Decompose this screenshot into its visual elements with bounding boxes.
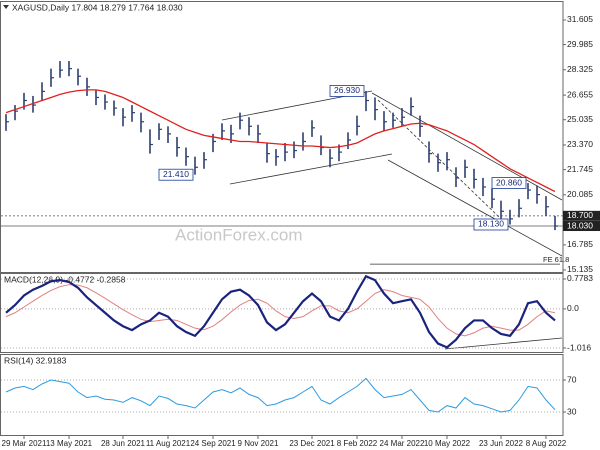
- macd-signal: [5, 284, 556, 337]
- x-tick-label: 8 Feb 2022: [337, 439, 378, 448]
- y-tick-label: 20.085: [567, 189, 593, 199]
- dashed-projection: [377, 99, 501, 219]
- x-tick-label: 11 Aug 2021: [146, 439, 191, 448]
- y-tick-label: 21.745: [567, 164, 593, 174]
- x-tick-label: 28 Jun 2021: [101, 439, 146, 448]
- header-arrow: [3, 5, 9, 9]
- y-tick-label: 16.785: [567, 239, 593, 249]
- x-tick-label: 13 May 2021: [46, 439, 93, 448]
- x-tick-label: 24 Sep 2021: [190, 439, 236, 448]
- y-tick-label: 70: [567, 374, 577, 384]
- y-tick-label: 28.325: [567, 64, 593, 74]
- price-level-box: [563, 210, 600, 221]
- price-level-label: 18.700: [567, 210, 593, 220]
- x-tick-label: 23 Dec 2021: [289, 439, 335, 448]
- annotation-label: 26.930: [334, 85, 360, 95]
- x-tick-label: 8 Aug 2022: [526, 439, 567, 448]
- annotation-box: [329, 85, 365, 97]
- fe-label: FE 61.8: [543, 255, 569, 264]
- annotation-label: 18.130: [478, 219, 504, 229]
- y-tick-label: 30: [567, 406, 577, 416]
- price-panel: [0, 1, 564, 273]
- annotation-box: [158, 168, 194, 181]
- trend-lines: [221, 90, 563, 350]
- macd-trend-line: [444, 337, 563, 350]
- price-level-box: [563, 221, 600, 232]
- watermark: ActionForex.com: [175, 225, 303, 244]
- macd-line: [5, 274, 556, 349]
- price-title: XAGUSD,Daily 17.804 18.279 17.764 18.030: [12, 2, 183, 12]
- y-tick-label: 29.985: [567, 39, 593, 49]
- down-channel-upper: [371, 92, 563, 201]
- channel-lower: [229, 153, 393, 185]
- y-tick-label: 25.035: [567, 114, 593, 124]
- annotation-label: 20.860: [496, 177, 522, 187]
- annotation-box: [473, 218, 509, 231]
- y-tick-label: 0.7783: [567, 273, 593, 283]
- x-tick-label: 10 May 2022: [424, 439, 471, 448]
- y-tick-label: 23.370: [567, 139, 593, 149]
- x-tick-label: 29 Mar 2021: [2, 439, 47, 448]
- rsi-panel: [0, 354, 564, 436]
- y-tick-label: 15.135: [567, 264, 593, 274]
- moving-average: [5, 89, 556, 193]
- y-tick-label: 31.605: [567, 14, 593, 24]
- y-tick-label: 26.655: [567, 89, 593, 99]
- rsi-line: [5, 377, 556, 413]
- macd-panel: [0, 273, 564, 353]
- price-level-label: 18.030: [567, 220, 593, 230]
- annotation-box: [491, 177, 527, 189]
- down-channel-lower: [387, 159, 563, 257]
- x-tick-label: 9 Nov 2021: [238, 439, 279, 448]
- x-tick-label: 23 Jun 2022: [479, 439, 524, 448]
- rsi-title: RSI(14) 32.9183: [4, 355, 67, 365]
- y-tick-label: -1.016: [567, 342, 591, 352]
- x-tick-label: 24 Mar 2022: [380, 439, 425, 448]
- y-tick-label: 0.0: [567, 303, 579, 313]
- annotation-label: 21.410: [163, 169, 189, 179]
